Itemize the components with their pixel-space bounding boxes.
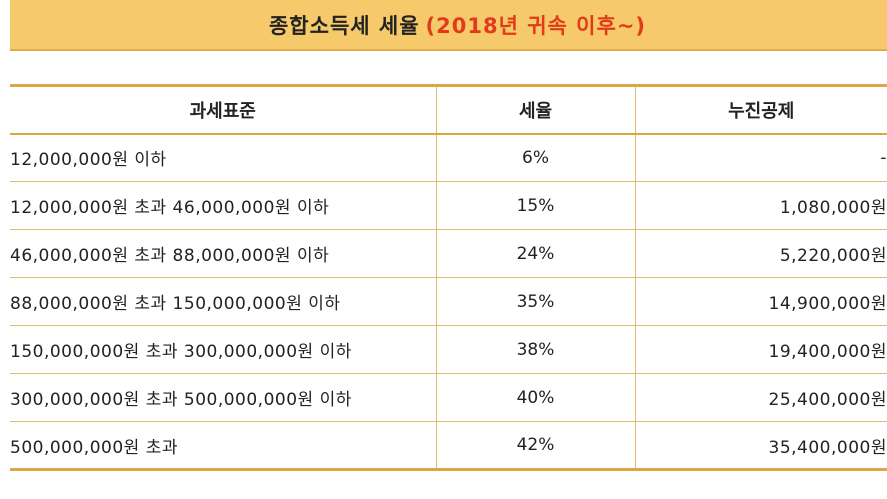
rate-cell: 40% <box>435 373 636 422</box>
deduction-cell: 35,400,000원 <box>634 421 887 471</box>
deduction-cell: 25,400,000원 <box>634 373 887 422</box>
rate-cell: 42% <box>435 421 636 471</box>
table-row: 300,000,000원 초과 500,000,000원 이하 40% 25,4… <box>10 373 887 422</box>
rate-cell: 6% <box>435 133 636 182</box>
deduction-cell: - <box>634 133 887 182</box>
rate-cell: 15% <box>435 181 636 230</box>
deduction-cell: 5,220,000원 <box>634 229 887 278</box>
table-row: 88,000,000원 초과 150,000,000원 이하 35% 14,90… <box>10 277 887 326</box>
bracket-cell: 150,000,000원 초과 300,000,000원 이하 <box>10 325 437 374</box>
bracket-cell: 12,000,000원 초과 46,000,000원 이하 <box>10 181 437 230</box>
title-banner: 종합소득세 세율 (2018년 귀속 이후~) <box>10 0 887 51</box>
bracket-cell: 88,000,000원 초과 150,000,000원 이하 <box>10 277 437 326</box>
table-row: 500,000,000원 초과 42% 35,400,000원 <box>10 421 887 471</box>
rate-cell: 38% <box>435 325 636 374</box>
bracket-cell: 12,000,000원 이하 <box>10 133 437 182</box>
table-row: 12,000,000원 이하 6% - <box>10 133 887 182</box>
rate-cell: 24% <box>435 229 636 278</box>
table-header-row: 과세표준 세율 누진공제 <box>10 84 887 135</box>
bracket-cell: 300,000,000원 초과 500,000,000원 이하 <box>10 373 437 422</box>
table-row: 12,000,000원 초과 46,000,000원 이하 15% 1,080,… <box>10 181 887 230</box>
deduction-cell: 19,400,000원 <box>634 325 887 374</box>
rate-cell: 35% <box>435 277 636 326</box>
page-subtitle: (2018년 귀속 이후~) <box>425 13 647 38</box>
header-bracket: 과세표준 <box>10 84 437 135</box>
bracket-cell: 46,000,000원 초과 88,000,000원 이하 <box>10 229 437 278</box>
tax-rate-table: 과세표준 세율 누진공제 12,000,000원 이하 6% - 12,000,… <box>10 84 887 471</box>
header-rate: 세율 <box>435 84 636 135</box>
deduction-cell: 14,900,000원 <box>634 277 887 326</box>
bracket-cell: 500,000,000원 초과 <box>10 421 437 471</box>
table-row: 150,000,000원 초과 300,000,000원 이하 38% 19,4… <box>10 325 887 374</box>
header-deduction: 누진공제 <box>634 84 887 135</box>
page-title: 종합소득세 세율 <box>268 13 420 38</box>
table-row: 46,000,000원 초과 88,000,000원 이하 24% 5,220,… <box>10 229 887 278</box>
deduction-cell: 1,080,000원 <box>634 181 887 230</box>
